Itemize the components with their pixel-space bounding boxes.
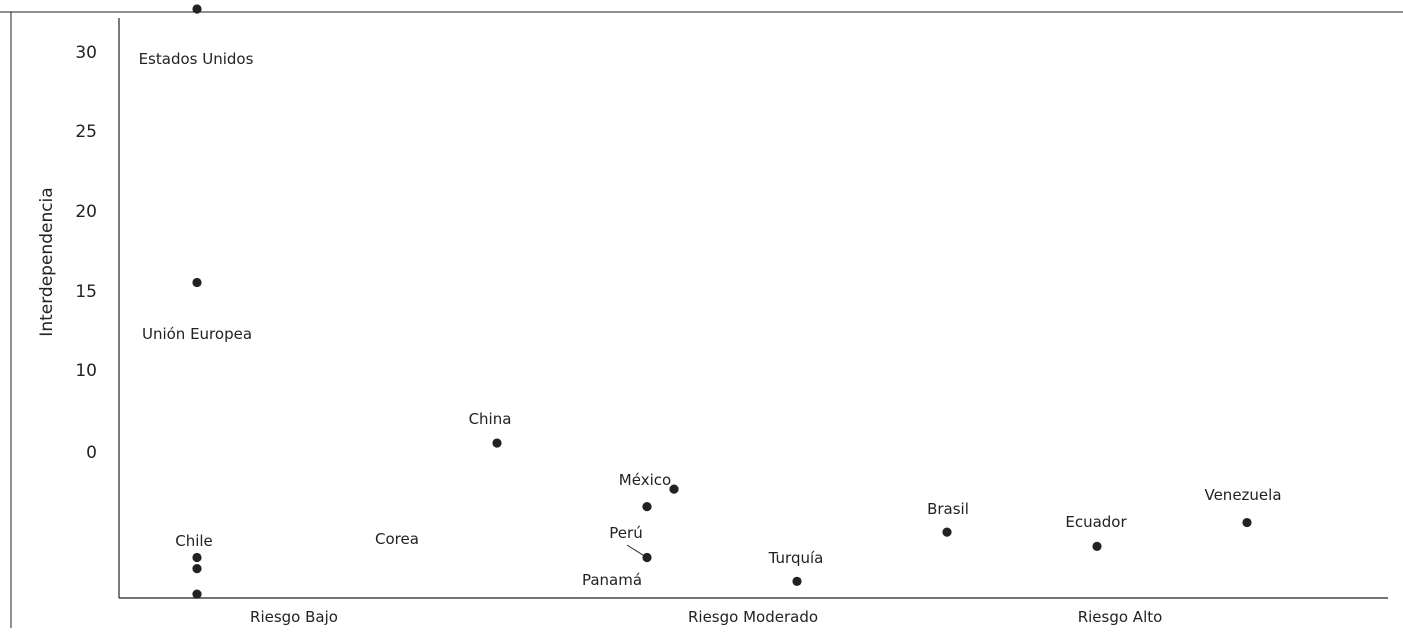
data-point [192, 564, 202, 574]
data-point [669, 484, 679, 494]
point-label: Venezuela [1204, 486, 1281, 504]
point-label: Unión Europea [142, 325, 252, 343]
data-points [192, 4, 1252, 599]
data-point [192, 552, 202, 563]
point-label: Brasil [927, 500, 969, 518]
y-tick-label: 20 [75, 202, 97, 222]
y-axis-label: Interdependencia [37, 187, 57, 336]
data-point [192, 589, 202, 599]
x-category-label: Riesgo Moderado [688, 608, 818, 626]
y-tick-label: 10 [75, 361, 97, 381]
point-label: Chile [175, 532, 213, 550]
chart-border [0, 11, 1403, 628]
data-point [792, 576, 802, 586]
y-tick-label: 25 [75, 122, 97, 142]
point-label: China [469, 410, 512, 428]
x-category-label: Riesgo Alto [1078, 608, 1163, 626]
point-label: Corea [375, 530, 419, 548]
point-label: Ecuador [1065, 513, 1127, 531]
point-label: Panamá [582, 571, 642, 589]
y-tick-label: 15 [75, 282, 97, 302]
data-point [1092, 541, 1102, 552]
y-tick-label: 30 [75, 43, 97, 63]
data-point [642, 552, 652, 563]
data-point [192, 277, 202, 288]
point-label: Estados Unidos [139, 50, 254, 68]
data-point [642, 502, 652, 512]
axes [118, 18, 1388, 599]
data-point [1242, 517, 1252, 528]
data-point [942, 527, 952, 537]
data-point [492, 438, 502, 448]
data-point [192, 4, 202, 14]
x-category-labels: Riesgo Bajo Riesgo Moderado Riesgo Alto [250, 608, 1162, 626]
point-labels: Estados Unidos Unión Europea China México Pe… [139, 50, 1282, 589]
point-label: Turquía [768, 549, 824, 567]
y-tick-labels: 30 25 20 15 10 0 [75, 43, 97, 463]
point-label: Perú [609, 524, 642, 542]
x-category-label: Riesgo Bajo [250, 608, 338, 626]
point-label: México [619, 471, 671, 489]
y-tick-label: 0 [86, 443, 97, 463]
peru-leader-line [626, 544, 647, 558]
